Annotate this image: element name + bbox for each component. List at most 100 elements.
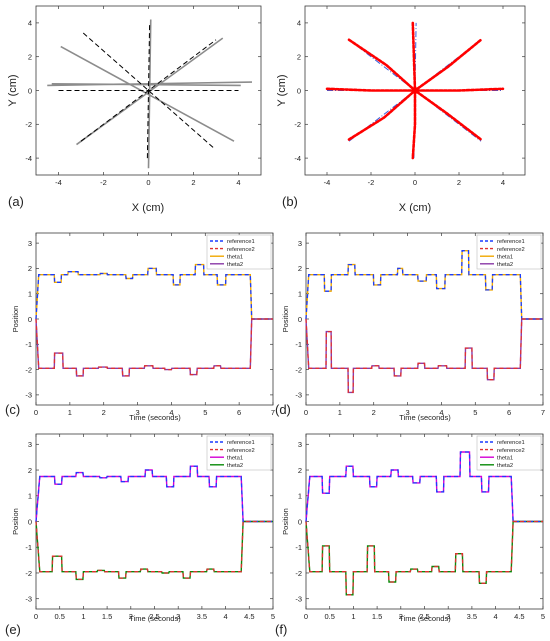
x-tick-label: -2 (100, 178, 107, 187)
y-axis-label: Position (281, 306, 290, 333)
x-tick-label: 5 (271, 612, 275, 621)
x-tick-label: 4.5 (244, 612, 254, 621)
y-tick-label: 0 (28, 86, 32, 95)
x-axis-label: Time (seconds) (129, 413, 181, 422)
y-tick-label: 3 (28, 440, 32, 449)
x-tick-label: 7 (271, 408, 275, 417)
panel-label: (d) (275, 402, 291, 417)
legend-label: reference1 (227, 440, 255, 446)
legend-label: reference2 (497, 448, 525, 454)
x-tick-label: -4 (324, 178, 331, 187)
y-tick-label: 2 (28, 264, 32, 273)
x-tick-label: 5 (203, 408, 207, 417)
y-tick-label: 3 (298, 239, 302, 248)
x-tick-label: 5 (541, 612, 545, 621)
reference-path (348, 39, 482, 142)
x-tick-label: 4 (169, 408, 173, 417)
y-axis-label: Position (281, 508, 290, 535)
legend-label: reference1 (227, 239, 255, 245)
x-tick-label: 4.5 (514, 612, 524, 621)
x-tick-label: 2.5 (149, 612, 159, 621)
y-tick-label: -2 (25, 569, 32, 578)
y-axis-label: Y (cm) (7, 74, 19, 106)
y-tick-label: 0 (28, 315, 32, 324)
y-tick-label: 2 (297, 53, 301, 62)
y-tick-label: -3 (25, 391, 32, 400)
legend-label: theta2 (497, 463, 513, 469)
x-tick-label: 1 (81, 612, 85, 621)
x-axis-label: Time (seconds) (399, 614, 451, 623)
x-axis-label: X (cm) (132, 202, 164, 214)
x-tick-label: 0 (34, 408, 38, 417)
legend-label: reference1 (497, 440, 525, 446)
y-tick-label: 1 (298, 492, 302, 501)
series-reference2 (305, 520, 543, 596)
y-tick-label: 1 (28, 492, 32, 501)
x-tick-label: 3 (446, 612, 450, 621)
y-tick-label: 1 (298, 290, 302, 299)
legend-label: theta1 (497, 254, 513, 260)
x-tick-label: 0 (304, 408, 308, 417)
y-tick-label: -1 (295, 543, 302, 552)
y-axis-label: Y (cm) (276, 74, 288, 106)
y-tick-label: -3 (295, 595, 302, 604)
panel-label: (b) (282, 194, 298, 209)
y-tick-label: -3 (295, 391, 302, 400)
x-axis-label: X (cm) (399, 202, 431, 214)
y-tick-label: -2 (294, 120, 301, 129)
x-tick-label: 4 (236, 178, 240, 187)
x-tick-label: 6 (237, 408, 241, 417)
origin-marker (411, 87, 419, 94)
series-reference1 (35, 263, 273, 320)
measured-path (147, 19, 152, 169)
legend-label: theta1 (227, 254, 243, 260)
y-tick-label: 2 (298, 264, 302, 273)
x-tick-label: 3.5 (467, 612, 477, 621)
legend-label: theta1 (497, 455, 513, 461)
x-tick-label: 5 (473, 408, 477, 417)
x-tick-label: 0 (413, 178, 417, 187)
x-tick-label: 2 (191, 178, 195, 187)
x-tick-label: 2 (102, 408, 106, 417)
y-tick-label: 2 (28, 466, 32, 475)
x-tick-label: 2 (457, 178, 461, 187)
y-tick-label: 4 (297, 19, 301, 28)
y-tick-label: -4 (294, 154, 301, 163)
x-tick-label: 3 (176, 612, 180, 621)
series-reference1 (305, 250, 543, 320)
x-tick-label: 4 (439, 408, 443, 417)
y-tick-label: -2 (295, 365, 302, 374)
y-tick-label: 1 (28, 290, 32, 299)
x-tick-label: 1.5 (372, 612, 382, 621)
series-reference2 (35, 520, 273, 581)
y-tick-label: 0 (298, 517, 302, 526)
panel-label: (e) (5, 622, 21, 637)
x-tick-label: 2 (372, 408, 376, 417)
legend-label: reference2 (227, 448, 255, 454)
y-tick-label: -4 (25, 154, 32, 163)
y-tick-label: -1 (25, 543, 32, 552)
y-tick-label: 3 (28, 239, 32, 248)
y-tick-label: -2 (295, 569, 302, 578)
x-tick-label: 3 (135, 408, 139, 417)
legend-label: theta1 (227, 455, 243, 461)
panel-label: (f) (275, 622, 287, 637)
x-tick-label: 1 (68, 408, 72, 417)
y-tick-label: 3 (298, 440, 302, 449)
series-reference2 (305, 318, 543, 394)
reference-path (80, 39, 217, 142)
y-tick-label: 0 (298, 315, 302, 324)
y-tick-label: 2 (28, 53, 32, 62)
x-tick-label: 4 (501, 178, 505, 187)
legend-label: theta2 (227, 262, 243, 268)
y-tick-label: 0 (297, 86, 301, 95)
y-tick-label: -2 (25, 365, 32, 374)
x-tick-label: 6 (507, 408, 511, 417)
x-tick-label: 1 (351, 612, 355, 621)
x-tick-label: 0 (34, 612, 38, 621)
panel-label: (c) (5, 402, 20, 417)
y-tick-label: 4 (28, 19, 32, 28)
